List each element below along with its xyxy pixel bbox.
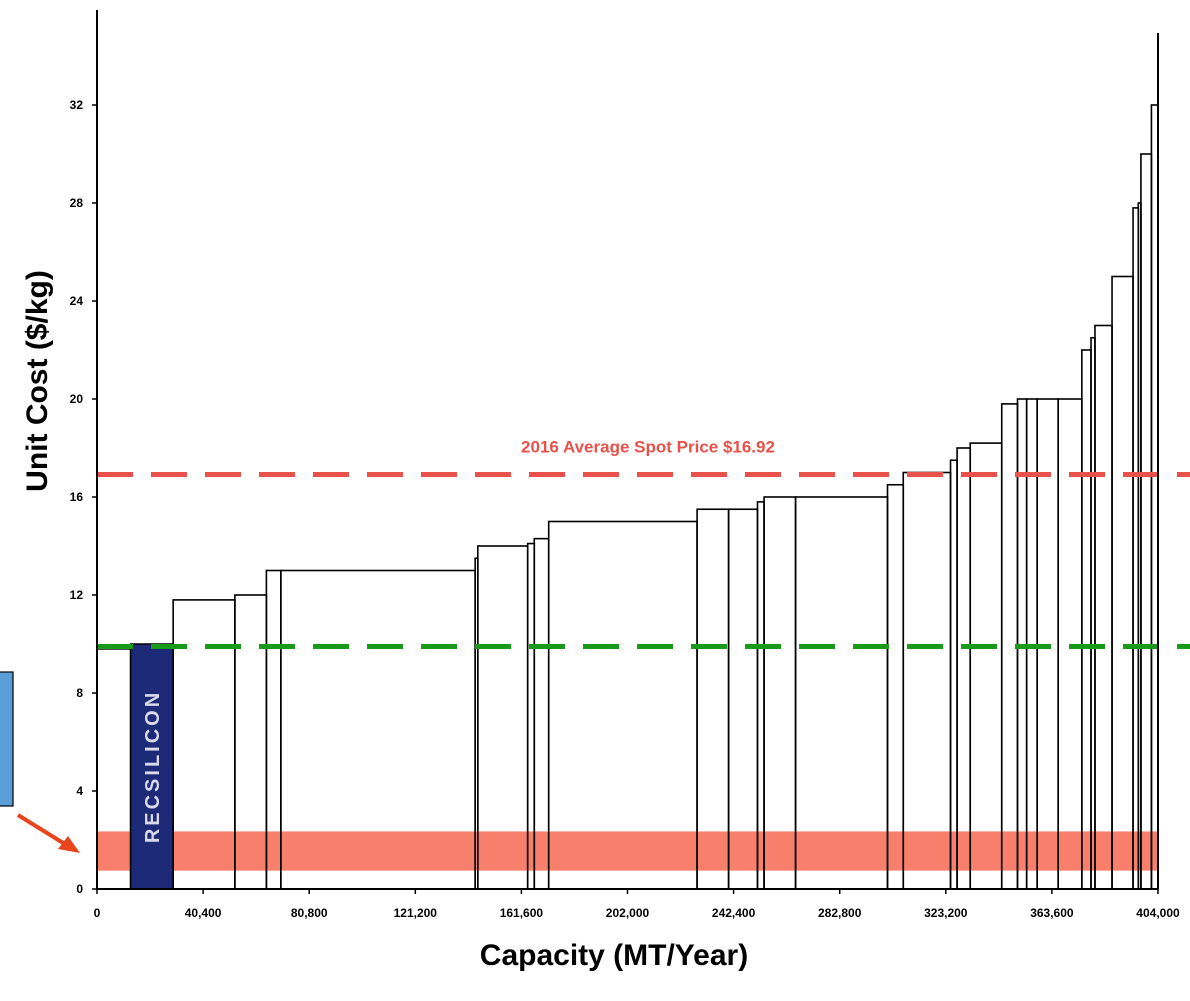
annotations-layer (0, 671, 80, 853)
y-tick-label: 0 (76, 882, 83, 896)
highlight-bar (129, 643, 174, 890)
x-tick-label: 121,200 (394, 906, 438, 920)
x-tick-label: 161,600 (500, 906, 544, 920)
cost-band (97, 831, 1158, 871)
x-tick-label: 242,400 (712, 906, 756, 920)
x-tick-label: 202,000 (606, 906, 650, 920)
callout-arrow-shaft (16, 813, 70, 848)
callout-arrow-head (58, 836, 80, 853)
y-tick-label: 8 (76, 686, 83, 700)
y-tick-label: 28 (70, 196, 84, 210)
x-tick-label: 363,600 (1030, 906, 1074, 920)
y-tick-label: 20 (70, 392, 84, 406)
y-tick-label: 4 (76, 784, 83, 798)
x-tick-label: 404,000 (1136, 906, 1180, 920)
ticks-layer: 0 40,400 80,800 121,200 161,600 202,000 242,40… (70, 98, 1180, 920)
highlight-bar-label: RECSILICON (142, 690, 164, 843)
x-tick-label: 282,800 (818, 906, 862, 920)
reference-lines-layer: 2016 Average Spot Price $16.92 (97, 437, 1190, 649)
x-tick-label: 40,400 (185, 906, 222, 920)
x-tick-label: 323,200 (924, 906, 968, 920)
y-tick-label: 12 (70, 588, 84, 602)
x-tick-label: 0 (94, 906, 101, 920)
x-tick-label: 80,800 (291, 906, 328, 920)
y-tick-label: 16 (70, 490, 84, 504)
callout-box (0, 671, 14, 807)
y-axis-title: Unit Cost ($/kg) (21, 270, 54, 492)
y-tick-label: 32 (70, 98, 84, 112)
spot-price-label: 2016 Average Spot Price $16.92 (521, 437, 775, 456)
y-tick-label: 24 (70, 294, 84, 308)
highlight-band-layer (97, 831, 1158, 871)
x-axis-title: Capacity (MT/Year) (480, 939, 748, 972)
